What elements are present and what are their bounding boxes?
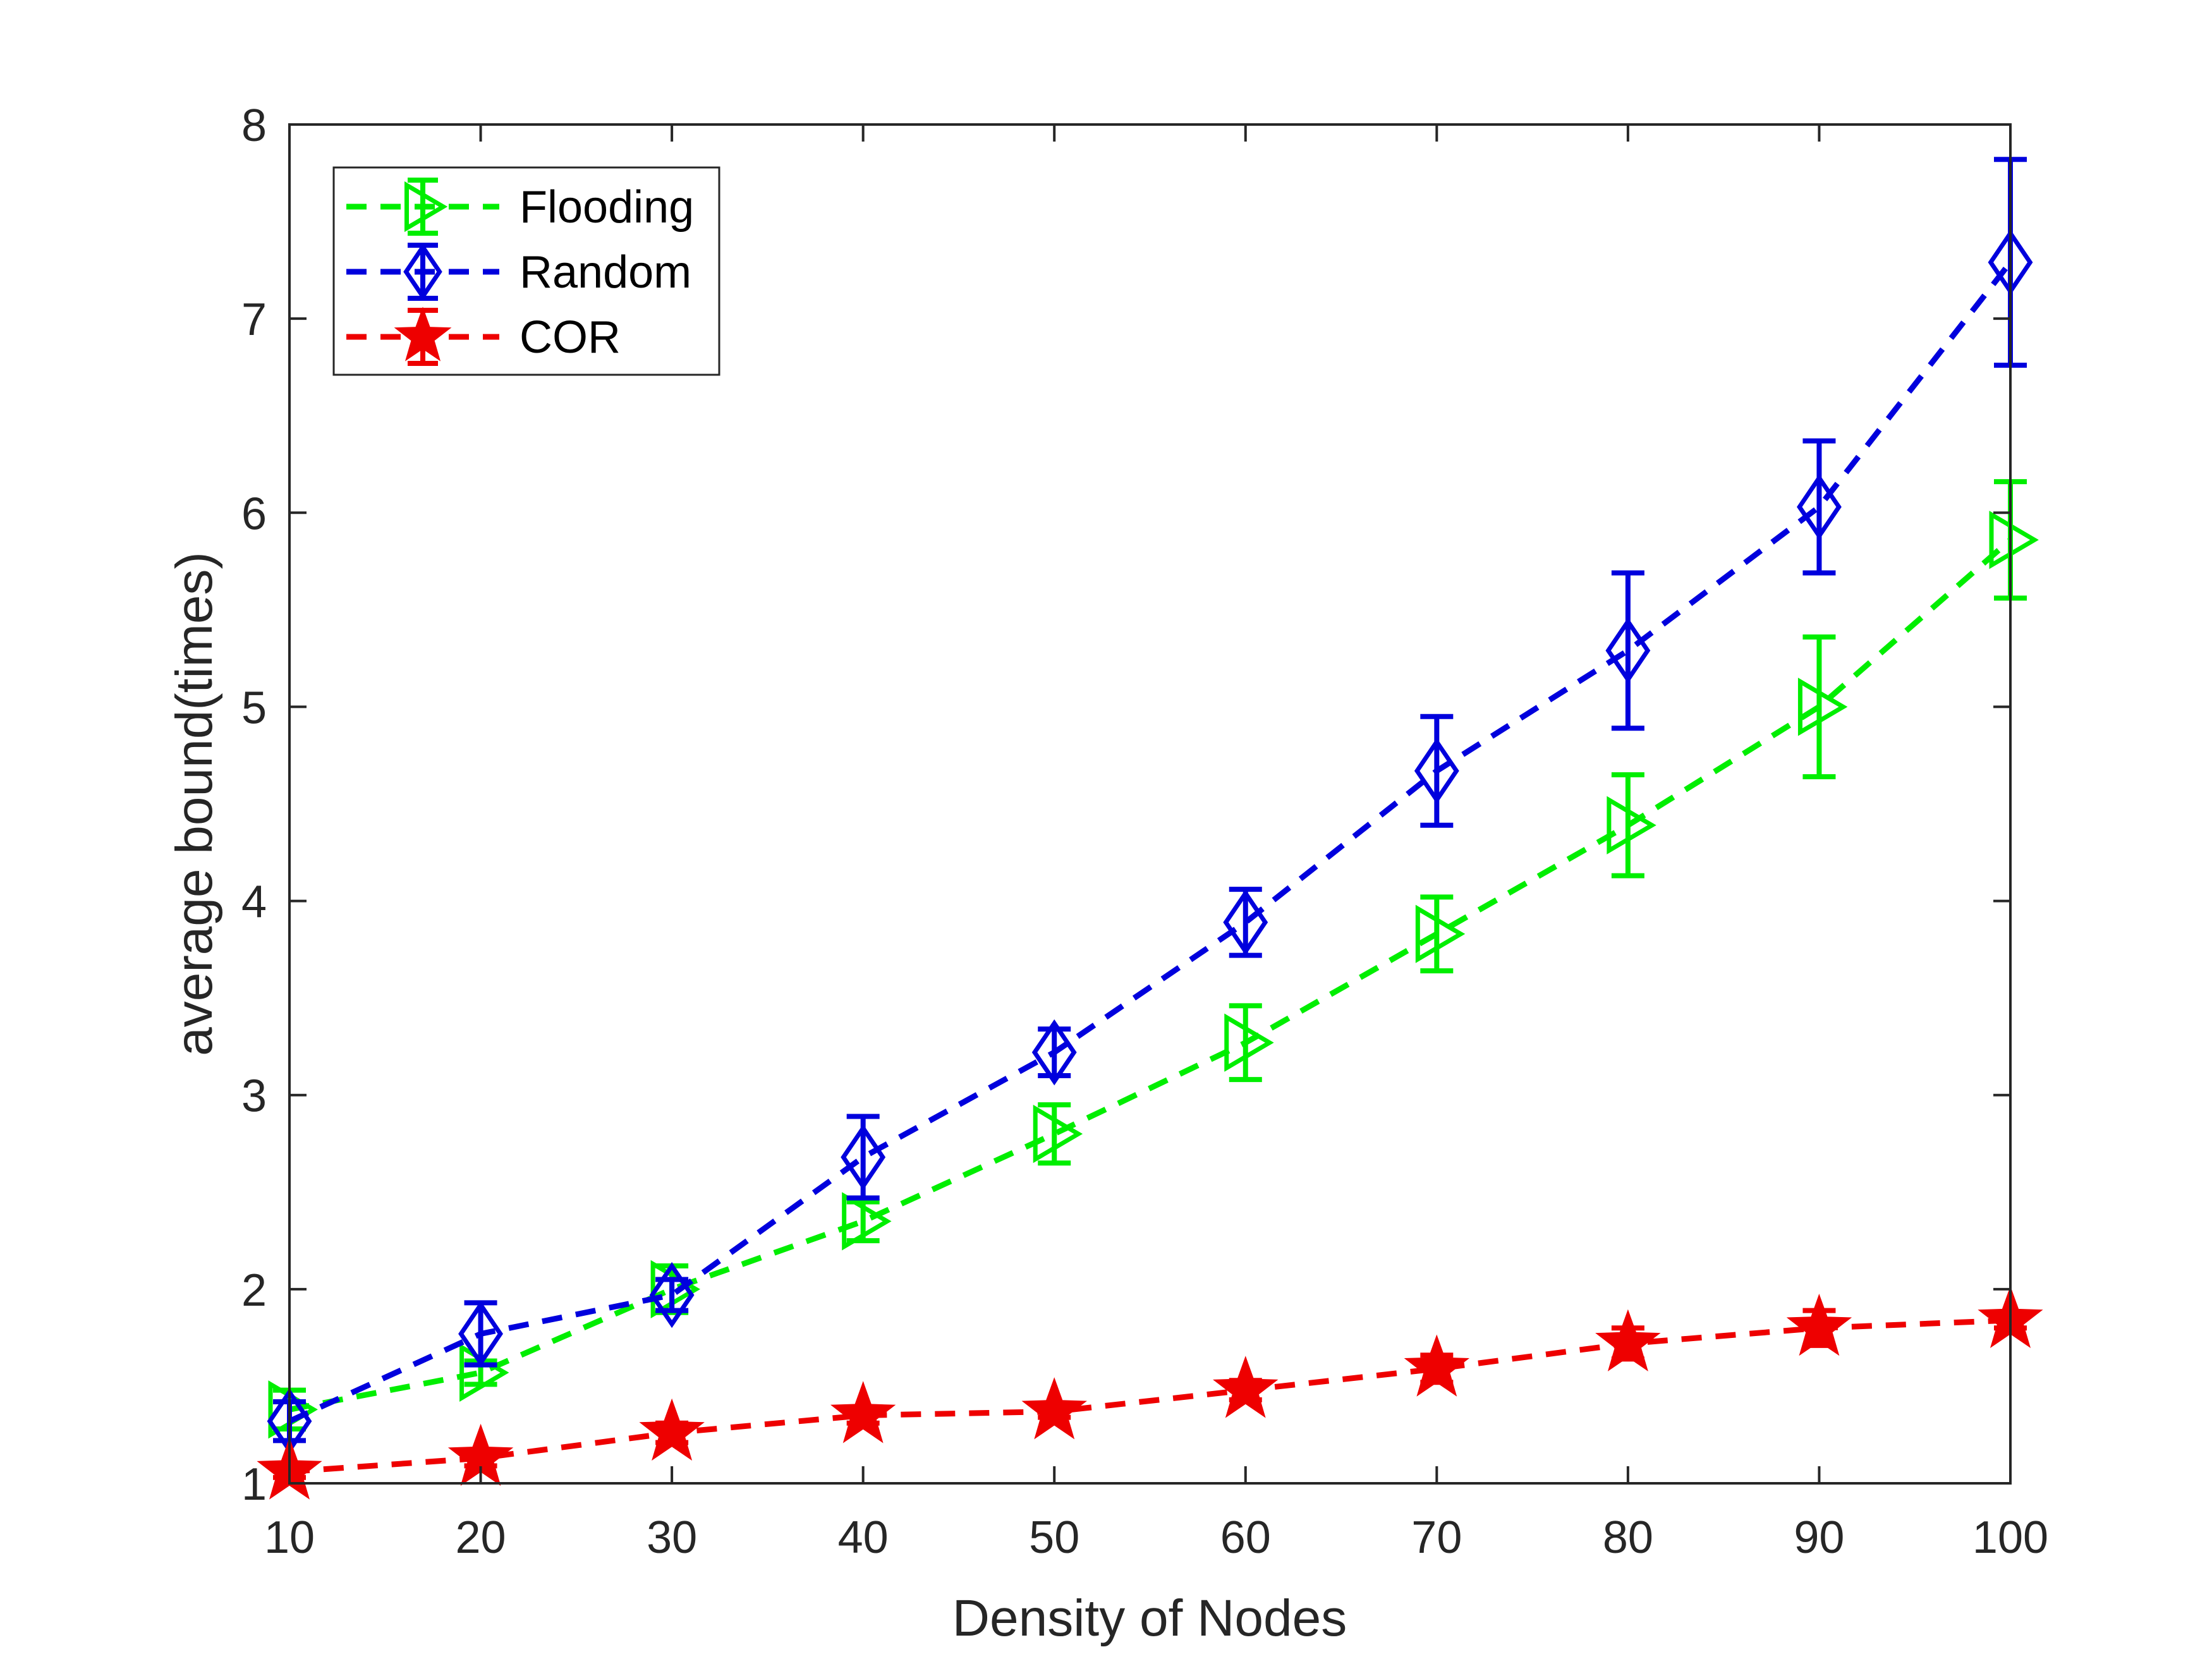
error-bar [1420, 714, 1454, 828]
data-point [649, 1261, 695, 1328]
x-axis-label: Density of Nodes [952, 1589, 1347, 1647]
error-bar [1802, 438, 1836, 576]
data-point [1224, 1013, 1274, 1072]
x-tick-label: 60 [1220, 1512, 1271, 1563]
axes-box [288, 123, 2012, 1485]
y-axis-label: average bound(times) [166, 552, 223, 1056]
error-bar [1611, 772, 1644, 878]
data-point [1033, 1105, 1083, 1164]
legend-marker [394, 307, 452, 362]
y-tick-label: 1 [241, 1459, 267, 1510]
data-point [1213, 1356, 1279, 1418]
x-tick-label: 90 [1794, 1512, 1844, 1563]
legend: Flooding Random COR [332, 166, 720, 376]
series-line [288, 260, 2013, 1424]
error-bar [1802, 634, 1836, 779]
data-point [1021, 1377, 1087, 1440]
series-layer [257, 157, 2043, 1500]
error-bar [1038, 1026, 1071, 1078]
legend-marker [404, 181, 448, 233]
y-tick-label: 8 [241, 100, 267, 151]
legend-item-cor: COR [346, 307, 621, 366]
data-point [1605, 617, 1651, 684]
y-tick-label: 7 [241, 295, 267, 345]
x-tick-label: 100 [1972, 1512, 2048, 1563]
y-tick-label: 4 [241, 877, 267, 928]
data-point [1595, 1309, 1661, 1371]
data-point [1989, 511, 2039, 569]
x-tick-label: 70 [1411, 1512, 1462, 1563]
legend-items: Flooding Random COR [346, 178, 694, 366]
y-tick-label: 5 [241, 683, 267, 733]
x-tick-label: 50 [1029, 1512, 1079, 1563]
legend-item-flooding: Flooding [346, 178, 694, 236]
legend-label: Flooding [520, 182, 694, 233]
x-tick-label: 40 [838, 1512, 889, 1563]
legend-marker [403, 243, 442, 301]
series-line [289, 1317, 2011, 1475]
legend-label: COR [520, 312, 621, 363]
error-bar [1420, 894, 1454, 974]
y-tick-label: 2 [241, 1265, 267, 1316]
error-bar [1038, 1102, 1071, 1166]
data-point [1404, 1334, 1470, 1397]
x-tick-label: 20 [456, 1512, 506, 1563]
axes-layer: 10 20 30 40 50 60 70 80 90 100 1 2 3 4 5 6 7 8 [241, 100, 2048, 1563]
data-point [841, 1124, 886, 1191]
data-point [1797, 473, 1842, 540]
data-point [1414, 738, 1459, 805]
legend-label: Random [520, 247, 691, 298]
series-line [289, 537, 2012, 1413]
data-point [830, 1381, 896, 1443]
data-point [1415, 904, 1466, 963]
legend-item-random: Random [346, 243, 691, 301]
error-bar [1611, 570, 1644, 731]
data-point [1607, 796, 1656, 854]
data-point [1786, 1293, 1852, 1356]
data-point [458, 1301, 503, 1367]
data-point [1797, 678, 1848, 736]
data-point [842, 1192, 892, 1251]
x-tick-label: 10 [264, 1512, 315, 1563]
y-tick-label: 6 [241, 489, 267, 539]
x-tick-label: 80 [1603, 1512, 1653, 1563]
error-bar [1229, 1003, 1262, 1083]
x-tick-label: 30 [647, 1512, 697, 1563]
data-point [1223, 889, 1268, 956]
y-tick-label: 3 [241, 1071, 267, 1122]
data-point [639, 1398, 705, 1461]
data-point [1031, 1019, 1077, 1086]
